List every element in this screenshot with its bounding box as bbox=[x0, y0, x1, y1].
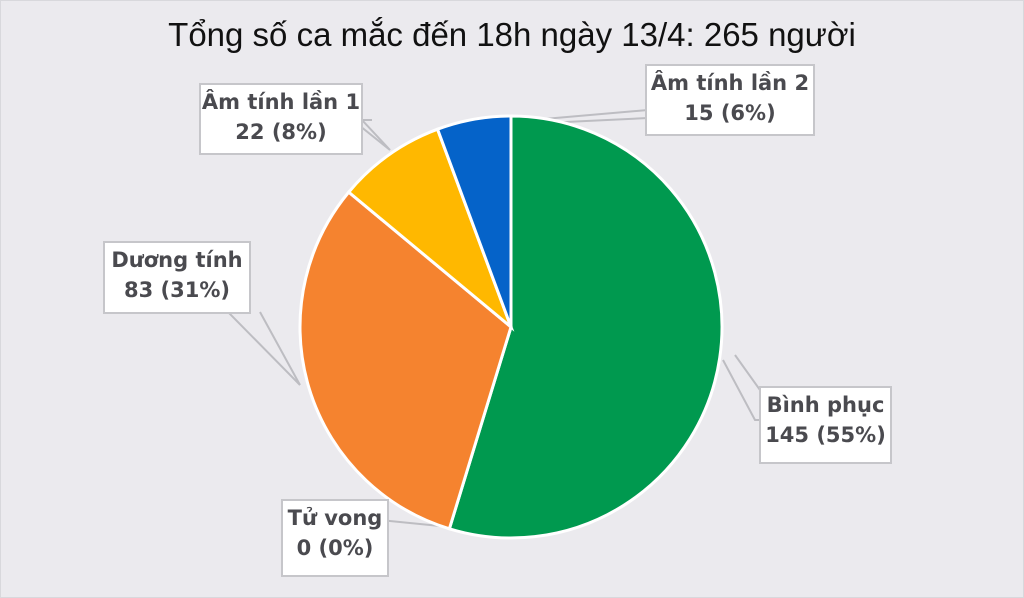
pie-slice-0 bbox=[447, 114, 724, 540]
chart-title: Tổng số ca mắc đến 18h ngày 13/4: 265 ng… bbox=[168, 16, 856, 53]
label-name: Âm tính lần 2 bbox=[650, 71, 810, 95]
label-value: 22 (8%) bbox=[235, 120, 327, 144]
pie-slice-4 bbox=[435, 114, 513, 328]
label-value: 145 (55%) bbox=[765, 423, 886, 447]
label-value: 83 (31%) bbox=[124, 278, 230, 302]
pie-slice-2 bbox=[298, 190, 513, 531]
label-name: Bình phục bbox=[766, 393, 885, 417]
label-value: 0 (0%) bbox=[296, 536, 374, 560]
label-am-tinh-lan-2: Âm tính lần 2 15 (6%) bbox=[645, 64, 815, 136]
label-value: 15 (6%) bbox=[684, 101, 776, 125]
label-name: Tử vong bbox=[287, 506, 383, 530]
label-am-tinh-lan-1: Âm tính lần 1 22 (8%) bbox=[199, 83, 363, 155]
label-binh-phuc: Bình phục 145 (55%) bbox=[759, 386, 892, 464]
label-name: Dương tính bbox=[111, 248, 243, 272]
label-duong-tinh: Dương tính 83 (31%) bbox=[103, 241, 251, 314]
label-tu-vong: Tử vong 0 (0%) bbox=[281, 499, 389, 577]
label-name: Âm tính lần 1 bbox=[201, 90, 361, 114]
pie-slice-3 bbox=[346, 127, 515, 332]
